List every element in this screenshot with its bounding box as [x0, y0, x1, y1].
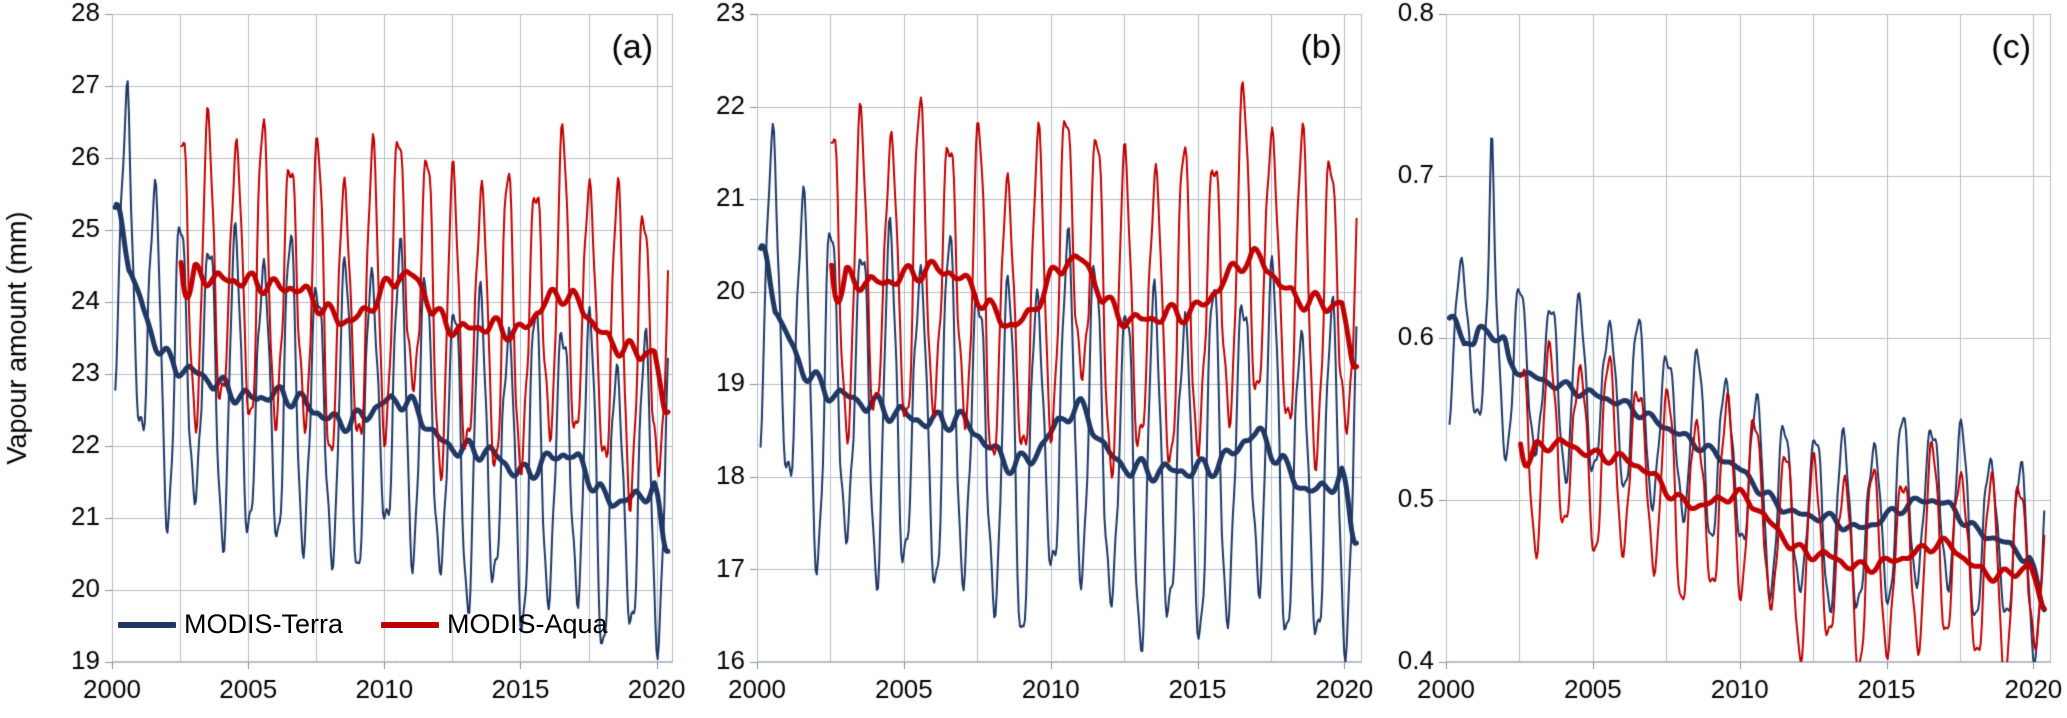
- panel-b-chart-canvas: [688, 0, 1378, 718]
- panel-c: [1377, 0, 2067, 718]
- legend-label-modis-terra: MODIS-Terra: [184, 609, 344, 639]
- panel-b: [688, 0, 1378, 718]
- legend-item-modis-aqua: MODIS-Aqua: [381, 609, 608, 640]
- legend-label-modis-aqua: MODIS-Aqua: [447, 609, 608, 639]
- panel-a-chart-canvas: [0, 0, 689, 718]
- legend: MODIS-Terra MODIS-Aqua: [118, 609, 608, 640]
- panel-c-chart-canvas: [1377, 0, 2067, 718]
- panel-a: MODIS-Terra MODIS-Aqua: [0, 0, 689, 718]
- legend-item-modis-terra: MODIS-Terra: [118, 609, 343, 640]
- modis-terra-line-swatch: [118, 621, 176, 628]
- modis-aqua-line-swatch: [381, 621, 440, 628]
